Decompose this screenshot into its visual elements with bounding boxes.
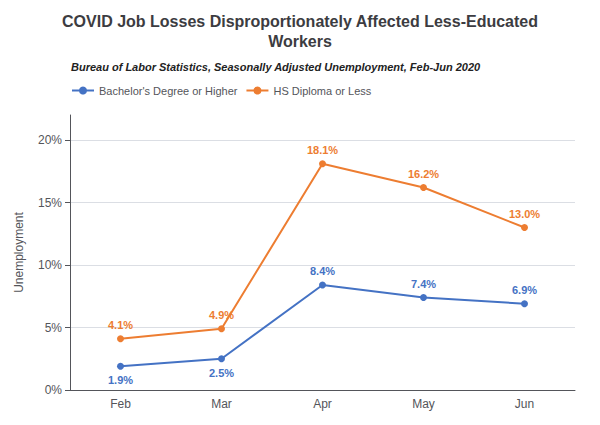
svg-text:Apr: Apr xyxy=(313,397,332,411)
svg-text:8.4%: 8.4% xyxy=(310,265,335,277)
svg-text:7.4%: 7.4% xyxy=(411,278,436,290)
svg-text:COVID Job Losses Disproportion: COVID Job Losses Disproportionately Affe… xyxy=(62,13,538,30)
svg-text:Mar: Mar xyxy=(211,397,232,411)
svg-text:18.1%: 18.1% xyxy=(307,144,338,156)
svg-text:May: May xyxy=(412,397,435,411)
svg-text:16.2%: 16.2% xyxy=(408,168,439,180)
svg-text:0%: 0% xyxy=(45,383,63,397)
svg-text:1.9%: 1.9% xyxy=(108,374,133,386)
svg-text:2.5%: 2.5% xyxy=(209,367,234,379)
svg-text:4.9%: 4.9% xyxy=(209,309,234,321)
svg-text:HS Diploma or Less: HS Diploma or Less xyxy=(273,85,371,97)
svg-text:Jun: Jun xyxy=(515,397,534,411)
svg-text:6.9%: 6.9% xyxy=(512,284,537,296)
svg-text:10%: 10% xyxy=(38,258,62,272)
svg-text:5%: 5% xyxy=(45,321,63,335)
svg-text:Workers: Workers xyxy=(268,33,332,50)
svg-text:Feb: Feb xyxy=(110,397,131,411)
svg-text:20%: 20% xyxy=(38,133,62,147)
svg-text:15%: 15% xyxy=(38,196,62,210)
svg-text:Unemployment: Unemployment xyxy=(12,211,26,292)
svg-text:13.0%: 13.0% xyxy=(509,208,540,220)
svg-text:Bachelor's Degree or Higher: Bachelor's Degree or Higher xyxy=(99,85,238,97)
svg-text:4.1%: 4.1% xyxy=(108,319,133,331)
svg-text:Bureau of Labor Statistics, Se: Bureau of Labor Statistics, Seasonally A… xyxy=(71,61,481,73)
